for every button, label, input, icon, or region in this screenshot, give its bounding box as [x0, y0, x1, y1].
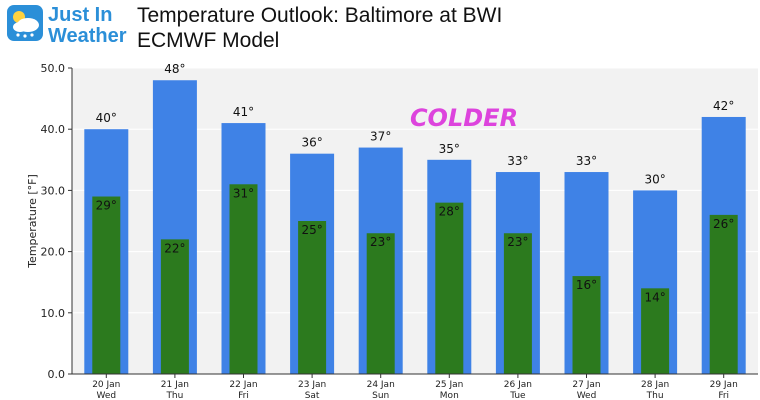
- x-tick-day: Thu: [646, 391, 664, 400]
- low-temp-label: 16°: [576, 278, 597, 292]
- x-tick-day: Sun: [372, 391, 389, 400]
- low-temp-label: 23°: [370, 235, 391, 249]
- y-tick-label: 40.0: [41, 123, 66, 136]
- chart-title: Temperature Outlook: Baltimore at BWI EC…: [137, 3, 502, 53]
- y-axis-label: Temperature [°F]: [26, 174, 39, 269]
- x-tick-day: Sat: [305, 391, 320, 400]
- low-temp-label: 14°: [644, 290, 665, 304]
- x-tick-date: 25 Jan: [435, 380, 463, 390]
- high-temp-label: 33°: [507, 154, 528, 168]
- high-temp-label: 37°: [370, 130, 391, 144]
- x-tick-date: 24 Jan: [367, 380, 395, 390]
- logo-text-line2: Weather: [48, 25, 127, 47]
- x-tick-day: Fri: [238, 391, 249, 400]
- x-tick-date: 29 Jan: [710, 380, 738, 390]
- x-tick-date: 27 Jan: [572, 380, 600, 390]
- x-tick-date: 21 Jan: [161, 380, 189, 390]
- high-temp-label: 35°: [439, 142, 460, 156]
- x-tick-date: 22 Jan: [229, 380, 257, 390]
- chart-title-line2: ECMWF Model: [137, 29, 280, 52]
- high-temp-label: 33°: [576, 154, 597, 168]
- high-temp-label: 30°: [644, 172, 665, 186]
- x-tick-day: Mon: [440, 391, 459, 400]
- x-tick-date: 26 Jan: [504, 380, 532, 390]
- colder-annotation: COLDER: [410, 104, 518, 132]
- weather-logo-icon: [7, 5, 43, 41]
- x-tick-date: 23 Jan: [298, 380, 326, 390]
- low-temp-label: 23°: [507, 235, 528, 249]
- x-tick-day: Thu: [165, 391, 183, 400]
- low-temp-label: 22°: [164, 241, 185, 255]
- high-temp-label: 48°: [164, 62, 185, 76]
- x-tick-day: Tue: [509, 391, 526, 400]
- low-temp-bar: [298, 221, 327, 374]
- y-tick-label: 50.0: [41, 62, 66, 75]
- low-temp-bar: [366, 233, 395, 374]
- low-temp-bar: [229, 184, 258, 374]
- low-temp-label: 25°: [301, 223, 322, 237]
- x-tick-date: 28 Jan: [641, 380, 669, 390]
- low-temp-label: 29°: [96, 199, 117, 213]
- high-temp-label: 36°: [301, 136, 322, 150]
- low-temp-bar: [572, 276, 601, 374]
- low-temp-bar: [435, 202, 464, 374]
- high-temp-label: 41°: [233, 105, 254, 119]
- x-tick-day: Wed: [577, 391, 597, 400]
- y-tick-label: 20.0: [41, 246, 66, 259]
- low-temp-bar: [160, 239, 189, 374]
- low-temp-bar: [709, 214, 738, 374]
- y-tick-label: 10.0: [41, 307, 66, 320]
- logo: Just In Weather: [4, 2, 132, 52]
- chart-title-line1: Temperature Outlook: Baltimore at BWI: [137, 4, 503, 27]
- low-temp-bar: [503, 233, 532, 374]
- low-temp-bar: [641, 288, 670, 374]
- low-temp-label: 28°: [439, 205, 460, 219]
- x-tick-day: Wed: [96, 391, 116, 400]
- high-temp-label: 40°: [96, 111, 117, 125]
- high-temp-label: 42°: [713, 99, 734, 113]
- logo-text-line1: Just In: [48, 4, 113, 26]
- low-temp-label: 26°: [713, 217, 734, 231]
- y-tick-label: 30.0: [41, 184, 66, 197]
- low-temp-label: 31°: [233, 186, 254, 200]
- low-temp-bar: [92, 196, 121, 374]
- y-tick-label: 0.0: [48, 368, 66, 381]
- x-tick-date: 20 Jan: [92, 380, 120, 390]
- x-tick-day: Fri: [718, 391, 729, 400]
